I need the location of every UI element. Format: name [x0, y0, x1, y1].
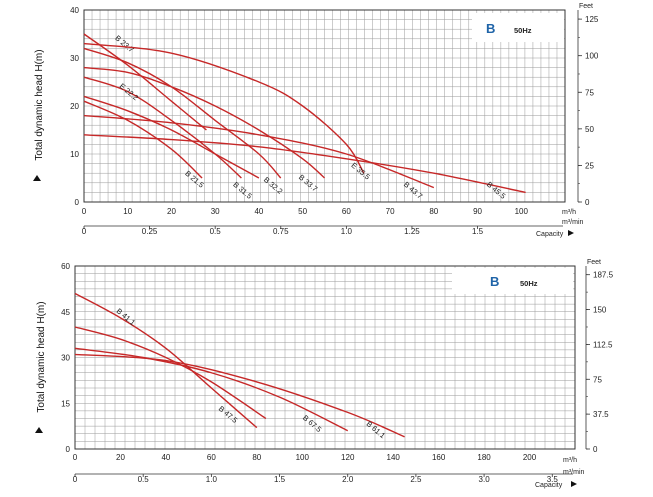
pump-curve-B-23-7	[83, 33, 207, 131]
x2-tick-label: 3.5	[547, 475, 559, 484]
x-tick-label: 20	[167, 207, 176, 216]
y-axis-arrow-icon	[35, 427, 43, 433]
brand-box	[472, 13, 564, 42]
plot-frame	[74, 265, 576, 450]
x2-tick-label: 0	[73, 475, 78, 484]
y-tick-label: 20	[70, 102, 79, 111]
pump-curve-B-43-7	[83, 114, 435, 189]
x2-tick-label: 0	[82, 227, 87, 236]
x2-unit-label: m³/min	[563, 469, 584, 476]
pump-curve-B-45-5	[83, 134, 526, 194]
x-tick-label: 80	[429, 207, 438, 216]
brand-label: B	[486, 21, 495, 36]
y-tick-label: 60	[61, 262, 70, 271]
capacity-arrow-icon	[571, 481, 577, 487]
x2-tick-label: 1.0	[341, 227, 353, 236]
x2-tick-label: 3.0	[479, 475, 491, 484]
feet-tick-label: 112.5	[593, 340, 613, 349]
capacity-label: Capacity	[536, 231, 564, 238]
x2-tick-label: 0.5	[210, 227, 222, 236]
x-tick-label: 30	[211, 207, 220, 216]
y-axis-label: Total dynamic head H(m)	[34, 49, 45, 160]
x-unit-label: m³/h	[562, 209, 576, 216]
x-tick-label: 180	[477, 453, 491, 462]
x-tick-label: 160	[432, 453, 446, 462]
x2-tick-label: 1.5	[274, 475, 286, 484]
x2-tick-label: 1.25	[404, 227, 420, 236]
frequency-label: 50Hz	[514, 26, 532, 35]
feet-tick-label: 25	[585, 161, 594, 170]
feet-axis-title: Feet	[579, 3, 593, 10]
pump-curve-B-32-2	[83, 47, 282, 179]
y-axis-label: Total dynamic head H(m)	[36, 301, 47, 412]
pump-curve-B-67-5	[74, 347, 349, 432]
feet-tick-label: 150	[593, 306, 607, 315]
x-tick-label: 120	[341, 453, 355, 462]
feet-tick-label: 187.5	[593, 271, 614, 280]
feet-tick-label: 0	[593, 445, 598, 454]
pump-curve-B-47-5	[74, 326, 267, 420]
feet-tick-label: 75	[593, 375, 602, 384]
capacity-arrow-icon	[568, 230, 574, 236]
y-tick-label: 15	[61, 399, 70, 408]
frequency-label: 50Hz	[520, 279, 538, 288]
pump-curve-B-31-5	[83, 95, 260, 179]
y-tick-label: 0	[75, 198, 80, 207]
y-axis-arrow-icon	[33, 175, 41, 181]
y-tick-label: 30	[70, 54, 79, 63]
feet-tick-label: 125	[585, 15, 599, 24]
x2-tick-label: 0.75	[273, 227, 289, 236]
x-tick-label: 20	[116, 453, 125, 462]
x-tick-label: 40	[254, 207, 263, 216]
y-tick-label: 40	[70, 6, 79, 15]
x-tick-label: 70	[386, 207, 395, 216]
feet-tick-label: 37.5	[593, 410, 609, 419]
x2-tick-label: 2.0	[342, 475, 354, 484]
feet-axis-title: Feet	[587, 259, 601, 266]
feet-tick-label: 0	[585, 198, 590, 207]
x-tick-label: 0	[82, 207, 87, 216]
feet-tick-label: 50	[585, 125, 594, 134]
x-tick-label: 40	[161, 453, 170, 462]
pump-curve-B-41-1	[74, 292, 258, 429]
y-tick-label: 0	[66, 445, 71, 454]
x-tick-label: 10	[123, 207, 132, 216]
feet-tick-label: 100	[585, 52, 599, 61]
pump-curve-E-22-2	[83, 76, 242, 179]
capacity-label: Capacity	[535, 482, 563, 489]
pump-curve-B-21-5	[83, 100, 203, 179]
x2-tick-label: 0.25	[142, 227, 158, 236]
x-tick-label: 90	[473, 207, 482, 216]
x2-tick-label: 1.5	[472, 227, 484, 236]
y-tick-label: 30	[61, 354, 70, 363]
plot-frame	[83, 9, 566, 203]
x2-unit-label: m³/min	[562, 219, 583, 226]
x2-tick-label: 1.0	[206, 475, 218, 484]
x-tick-label: 80	[252, 453, 261, 462]
x2-tick-label: 0.5	[138, 475, 150, 484]
x-unit-label: m³/h	[563, 457, 577, 464]
feet-tick-label: 75	[585, 88, 594, 97]
x-tick-label: 100	[296, 453, 310, 462]
x-tick-label: 50	[298, 207, 307, 216]
x-tick-label: 60	[207, 453, 216, 462]
pump-curve-B-33-7	[83, 66, 325, 179]
x-tick-label: 200	[523, 453, 537, 462]
y-tick-label: 45	[61, 308, 70, 317]
brand-label: B	[490, 274, 499, 289]
x-tick-label: 0	[73, 453, 78, 462]
pump-curve-B-61-1	[74, 353, 405, 438]
y-tick-label: 10	[70, 150, 79, 159]
x-tick-label: 60	[342, 207, 351, 216]
pump-curve-E-35-5	[83, 42, 365, 174]
x2-tick-label: 2.5	[410, 475, 422, 484]
brand-box	[452, 268, 573, 294]
x-tick-label: 140	[387, 453, 401, 462]
x-tick-label: 100	[515, 207, 529, 216]
